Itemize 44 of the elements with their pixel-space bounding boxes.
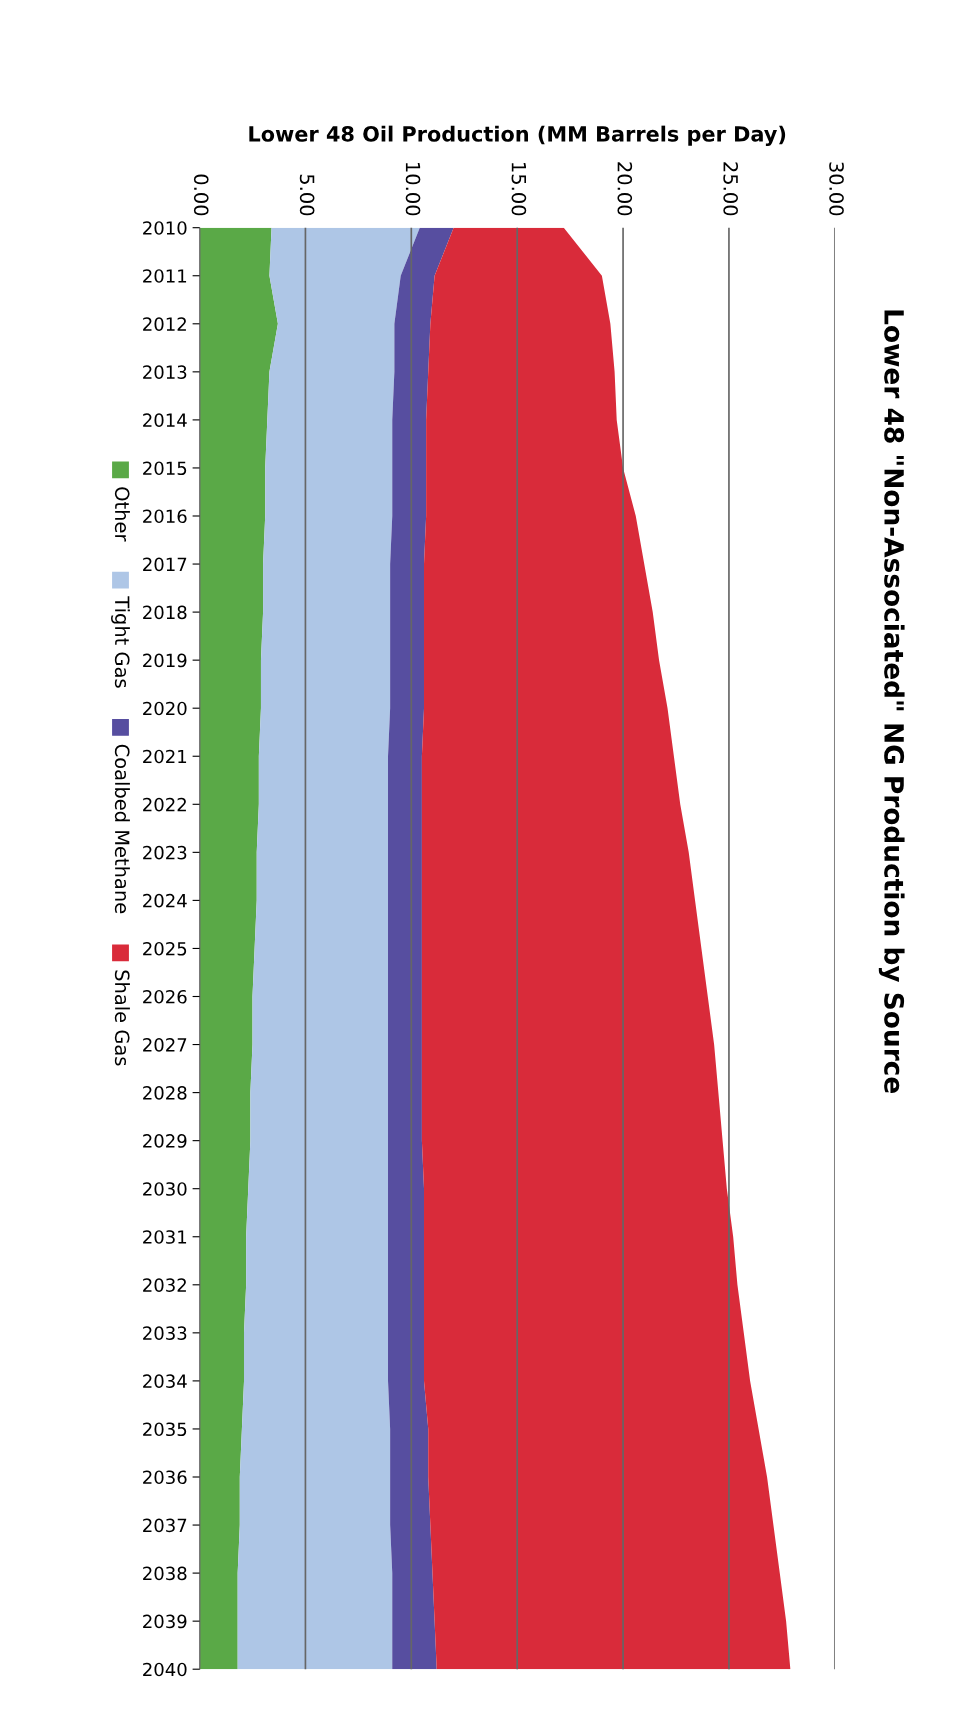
y-tick-label: 2030 bbox=[143, 1182, 187, 1196]
y-tick-label: 2011 bbox=[143, 269, 187, 283]
y-tick-label: 2031 bbox=[143, 1230, 187, 1244]
x-tick-label: 25.00 bbox=[723, 162, 739, 216]
y-tick-label: 2023 bbox=[143, 845, 187, 860]
text: Lower 48 "Non-Associated" NG Production by Source bbox=[878, 310, 905, 1093]
y-tick-label: 2038 bbox=[143, 1566, 187, 1581]
x-tick-label: 0.00 bbox=[193, 174, 209, 216]
x-tick-label: 10.00 bbox=[405, 163, 421, 216]
y-tick-label: 2010 bbox=[143, 221, 187, 235]
y-tick-label: 2026 bbox=[143, 989, 187, 1004]
y-tick-label: 2040 bbox=[143, 1662, 187, 1677]
y-tick-label: 2025 bbox=[143, 941, 187, 956]
x-tick-label: 20.00 bbox=[617, 162, 633, 216]
y-tick-label: 2020 bbox=[143, 701, 187, 716]
y-tick-label: 2034 bbox=[143, 1374, 187, 1389]
legend-label: Coalbed Methane bbox=[114, 744, 130, 914]
x-tick-label: 30.00 bbox=[829, 162, 844, 216]
y-tick-label: 2017 bbox=[143, 557, 187, 572]
y-tick-label: 2036 bbox=[143, 1470, 187, 1485]
y-tick-label: 2015 bbox=[143, 461, 187, 476]
y-tick-label: 2022 bbox=[143, 797, 186, 812]
y-tick-label: 2019 bbox=[143, 653, 187, 668]
y-tick-label: 2027 bbox=[143, 1038, 187, 1052]
x-tick-label: 5.00 bbox=[299, 174, 315, 216]
y-tick-label: 2016 bbox=[143, 509, 187, 524]
legend-label: Other bbox=[114, 487, 130, 542]
y-tick-label: 2028 bbox=[143, 1086, 187, 1100]
y-tick-label: 2037 bbox=[143, 1518, 187, 1533]
x-axis-title: Lower 48 Oil Production (MM Barrels per Day) bbox=[249, 125, 786, 146]
legend-label: Shale Gas bbox=[114, 970, 130, 1066]
y-tick-label: 2014 bbox=[143, 413, 187, 428]
y-tick-label: 2033 bbox=[143, 1326, 187, 1340]
y-tick-label: 2032 bbox=[143, 1278, 186, 1292]
x-tick-label: 15.00 bbox=[511, 163, 527, 216]
y-tick-label: 2021 bbox=[143, 749, 187, 764]
legend-label: Tight Gas bbox=[111, 596, 130, 688]
y-tick-label: 2018 bbox=[143, 605, 187, 620]
y-tick-label: 2035 bbox=[143, 1422, 187, 1437]
y-tick-label: 2012 bbox=[143, 317, 186, 331]
y-tick-label: 2039 bbox=[143, 1614, 187, 1629]
y-tick-label: 2024 bbox=[143, 893, 187, 908]
y-tick-label: 2013 bbox=[143, 365, 187, 379]
y-tick-label: 2029 bbox=[143, 1134, 187, 1148]
